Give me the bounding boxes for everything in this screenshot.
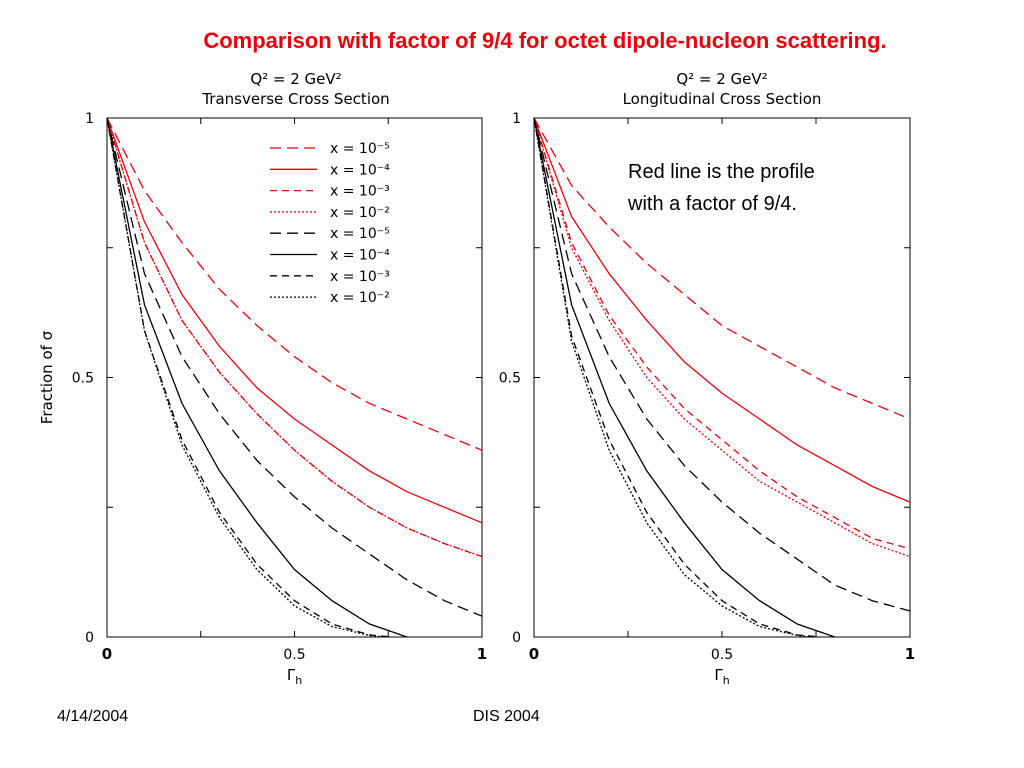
series-line-black-6 — [106, 117, 408, 638]
series-line-red-4 — [533, 117, 911, 558]
x-tick-label: 0 — [102, 645, 112, 663]
series-line-black-5 — [533, 117, 911, 612]
x-tick-label: 1 — [477, 645, 487, 663]
footer-event: DIS 2004 — [473, 708, 540, 725]
legend-label: x = 10⁻³ — [330, 269, 390, 285]
series-line-black-8 — [106, 117, 385, 638]
series-line-red-2 — [533, 117, 911, 503]
annotation-line: with a factor of 9/4. — [627, 193, 797, 215]
x-tick-label: 1 — [905, 645, 915, 663]
y-tick-label: 1 — [512, 111, 521, 127]
legend-label: x = 10⁻⁵ — [330, 226, 390, 242]
chart-panel-2: Q² = 2 GeV² Longitudinal Cross Section 0 0.… — [499, 70, 915, 687]
x-tick-label: 0 — [529, 645, 539, 663]
chart-panel-1: Q² = 2 GeV² Transverse Cross Section 0 0.5 1… — [38, 70, 487, 687]
chart-title-line1: Q² = 2 GeV² — [250, 70, 341, 88]
series-line-red-1 — [106, 117, 483, 451]
series-line-red-2 — [106, 117, 483, 524]
y-tick-label: 0 — [85, 630, 94, 646]
x-tick-label: 0.5 — [283, 647, 305, 663]
x-tick-label: 0.5 — [711, 647, 733, 663]
legend-label: x = 10⁻⁵ — [330, 141, 390, 157]
legend-label: x = 10⁻³ — [330, 184, 390, 200]
series-line-red-3 — [533, 117, 911, 550]
legend-label: x = 10⁻² — [330, 290, 390, 306]
series-line-black-5 — [106, 117, 483, 617]
series-line-red-1 — [533, 117, 911, 420]
plot-frame — [106, 117, 483, 638]
x-axis-label: Γh — [287, 666, 302, 687]
slide-title: Comparison with factor of 9/4 for octet … — [203, 28, 887, 53]
series-line-black-7 — [106, 117, 393, 638]
y-tick-label: 0.5 — [72, 371, 94, 387]
charts-canvas: Q² = 2 GeV² Transverse Cross Section 0 0.5 1… — [38, 70, 915, 687]
series-line-black-7 — [533, 117, 820, 638]
chart-title-line2: Transverse Cross Section — [201, 90, 389, 108]
y-tick-label: 0 — [512, 630, 521, 646]
legend-label: x = 10⁻² — [330, 205, 390, 221]
x-axis-label: Γh — [714, 666, 729, 687]
series-line-black-8 — [533, 117, 813, 638]
series-line-black-6 — [533, 117, 836, 638]
chart-title-line2: Longitudinal Cross Section — [623, 90, 822, 108]
y-tick-label: 1 — [85, 111, 94, 127]
y-tick-label: 0.5 — [499, 371, 521, 387]
legend-label: x = 10⁻⁴ — [330, 162, 390, 178]
chart-title-line1: Q² = 2 GeV² — [676, 70, 767, 88]
series-line-red-4 — [106, 117, 483, 558]
y-axis-label: Fraction of σ — [38, 330, 56, 424]
annotation-line: Red line is the profile — [628, 161, 815, 183]
legend-label: x = 10⁻⁴ — [330, 248, 390, 264]
footer-date: 4/14/2004 — [57, 708, 129, 725]
series-line-red-3 — [106, 117, 483, 558]
